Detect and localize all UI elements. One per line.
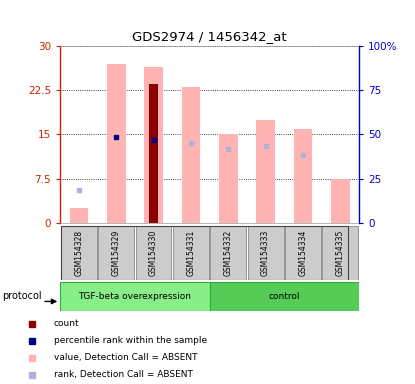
Bar [294, 129, 312, 223]
Text: protocol: protocol [2, 291, 42, 301]
Bar [331, 179, 349, 223]
Bar [61, 226, 97, 280]
Bar [210, 226, 246, 280]
Text: count: count [54, 319, 79, 328]
Bar [149, 84, 158, 223]
Text: GSM154333: GSM154333 [261, 229, 270, 276]
Bar [181, 87, 200, 223]
Bar [219, 134, 237, 223]
Bar [256, 120, 275, 223]
Bar [210, 282, 359, 311]
Text: rank, Detection Call = ABSENT: rank, Detection Call = ABSENT [54, 370, 193, 379]
Text: TGF-beta overexpression: TGF-beta overexpression [78, 292, 191, 301]
Bar [248, 226, 283, 280]
Bar [107, 64, 125, 223]
Bar [173, 226, 209, 280]
Text: GSM154334: GSM154334 [298, 229, 308, 276]
Bar [322, 226, 358, 280]
Bar [136, 226, 171, 280]
Text: GSM154335: GSM154335 [336, 229, 345, 276]
Text: GSM154330: GSM154330 [149, 229, 158, 276]
Text: value, Detection Call = ABSENT: value, Detection Call = ABSENT [54, 353, 197, 362]
Bar [60, 282, 210, 311]
Text: percentile rank within the sample: percentile rank within the sample [54, 336, 207, 345]
Text: GSM154332: GSM154332 [224, 229, 233, 276]
Text: GSM154329: GSM154329 [112, 229, 121, 276]
Title: GDS2974 / 1456342_at: GDS2974 / 1456342_at [132, 30, 287, 43]
Bar [285, 226, 321, 280]
Bar [144, 67, 163, 223]
Text: GSM154328: GSM154328 [74, 229, 83, 276]
Bar [98, 226, 134, 280]
Bar [69, 208, 88, 223]
Text: control: control [269, 292, 300, 301]
Text: GSM154331: GSM154331 [186, 229, 195, 276]
